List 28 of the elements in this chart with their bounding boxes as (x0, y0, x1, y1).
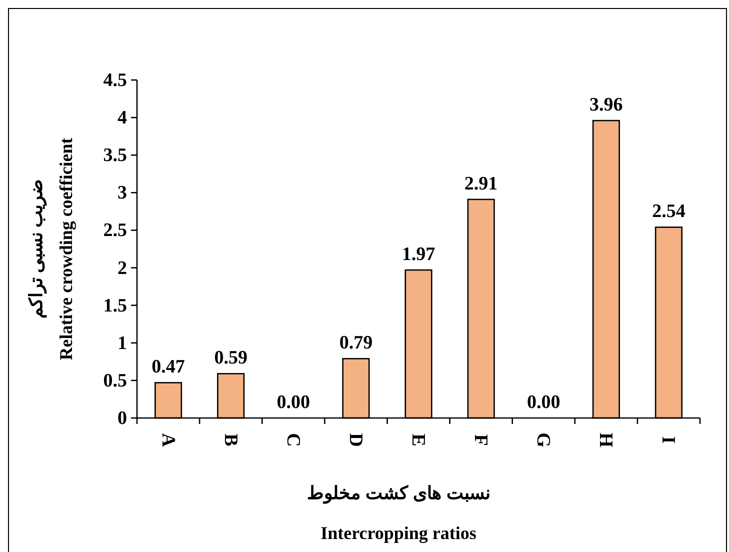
y-tick-label: 2.5 (103, 220, 127, 242)
data-label: 2.91 (464, 173, 498, 194)
x-tick-label: C (282, 433, 304, 447)
data-label: 0.00 (276, 392, 310, 413)
x-tick-label: B (220, 434, 241, 447)
y-tick-label: 3.5 (103, 145, 127, 166)
x-tick-label: G (532, 432, 554, 448)
x-tick-label: I (658, 436, 679, 444)
y-tick-label: 4 (118, 108, 128, 129)
y-tick-label: 1 (118, 332, 127, 354)
x-tick-label: F (470, 434, 492, 446)
data-label: 0.59 (214, 348, 248, 369)
y-tick-label: 0 (118, 408, 127, 429)
x-tick-label: D (344, 433, 366, 447)
data-label: 2.54 (652, 201, 686, 222)
x-tick-label: A (157, 433, 178, 448)
data-label: 3.96 (590, 94, 623, 116)
y-tick-label: 4.5 (103, 70, 127, 91)
data-label: 0.79 (339, 332, 373, 354)
y-tick-label: 3 (118, 182, 127, 204)
x-tick-label: H (595, 432, 616, 448)
y-tick-label: 2 (118, 258, 127, 279)
data-label: 0.47 (152, 356, 186, 378)
data-label: 1.97 (402, 244, 436, 266)
x-tick-label: E (408, 434, 428, 446)
y-tick-label: 1.5 (103, 295, 127, 316)
y-tick-label: 0.5 (103, 370, 127, 392)
data-label: 0.00 (526, 392, 560, 413)
